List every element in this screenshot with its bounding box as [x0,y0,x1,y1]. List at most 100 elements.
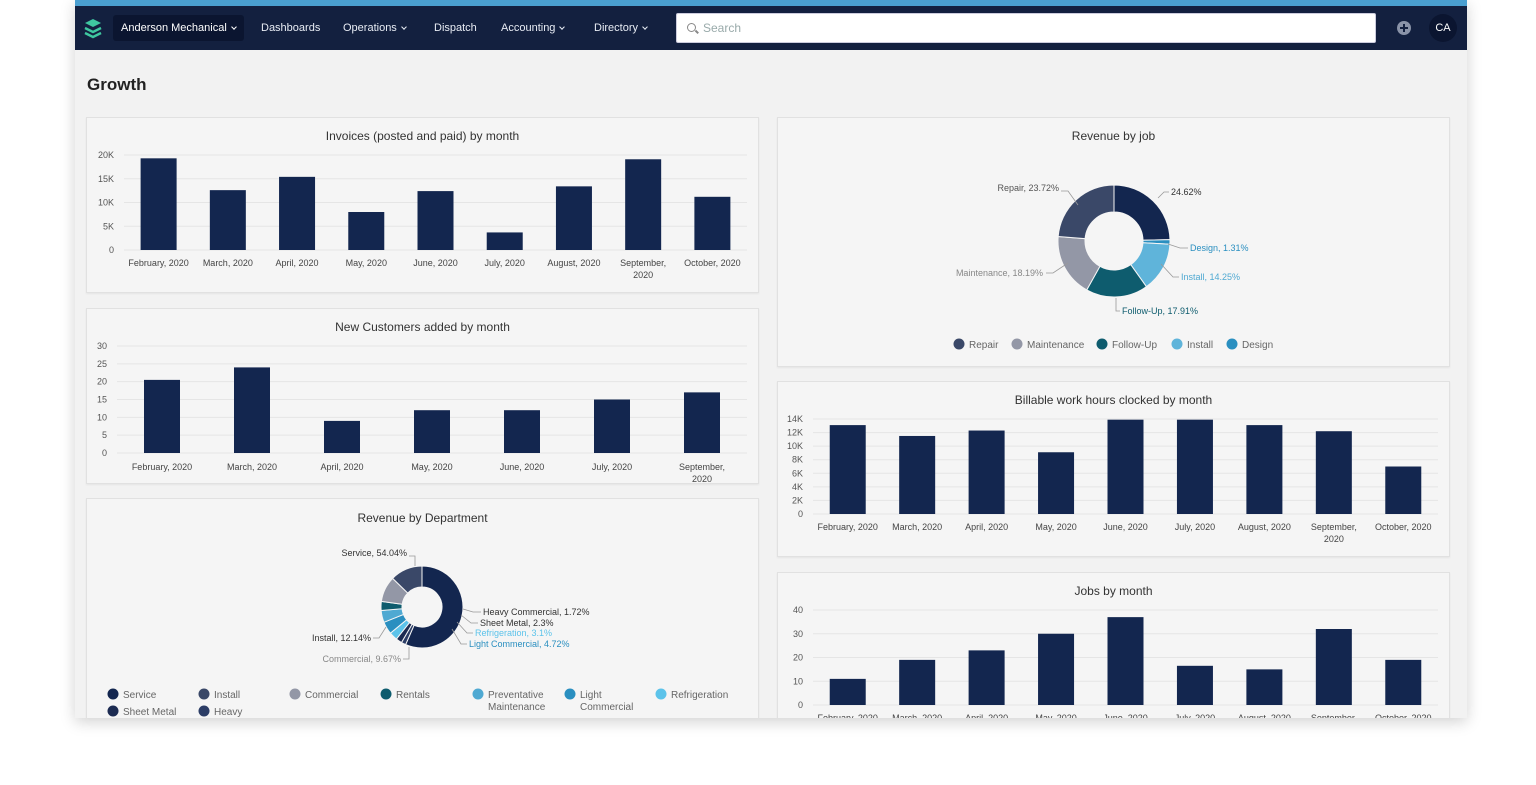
leader-line [1157,191,1169,199]
legend-swatch[interactable] [198,705,210,717]
bar[interactable] [829,425,866,514]
bar[interactable] [486,232,523,250]
legend-label[interactable]: Install [214,690,240,701]
nav-dispatch[interactable]: Dispatch [434,6,477,50]
bar[interactable] [684,392,720,453]
y-tick-label: 15 [97,395,107,405]
bar[interactable] [140,158,177,250]
bar[interactable] [968,650,1005,705]
legend-swatch[interactable] [380,688,392,700]
nav-directory-label: Directory [594,22,639,34]
y-tick-label: 14K [787,414,803,424]
bar[interactable] [324,420,360,453]
legend-swatch[interactable] [107,688,119,700]
top-navbar: Anderson Mechanical Dashboards Operation… [75,6,1467,50]
avatar[interactable]: CA [1429,14,1457,42]
legend-swatch[interactable] [1171,338,1183,350]
legend-swatch[interactable] [564,688,576,700]
bar[interactable] [1038,633,1075,705]
leader-line [1115,298,1120,312]
bar[interactable] [1038,452,1075,514]
slice-label: Repair, 23.72% [997,183,1059,193]
bar[interactable] [504,410,540,453]
app-logo-icon[interactable] [83,18,103,39]
x-tick-label: October, 2020 [684,258,741,268]
department-revenue-chart: Service, 54.04%Heavy Commercial, 1.72%Sh… [107,548,728,718]
nav-accounting[interactable]: Accounting [501,6,566,50]
add-icon[interactable] [1397,21,1411,35]
legend-label[interactable]: Install [1187,340,1213,351]
bar[interactable] [209,190,246,250]
bar[interactable] [1385,466,1422,515]
y-tick-label: 20 [793,653,803,663]
search-box[interactable] [676,13,1376,43]
legend-swatch[interactable] [1226,338,1238,350]
bar[interactable] [899,435,936,514]
legend-swatch[interactable] [198,688,210,700]
bar[interactable] [1176,665,1213,705]
bar[interactable] [414,410,450,453]
bar[interactable] [348,212,385,250]
bar[interactable] [1107,617,1144,705]
legend-swatch[interactable] [655,688,667,700]
customers-chart-title: New Customers added by month [335,320,510,334]
legend-swatch[interactable] [1096,338,1108,350]
slice-label: Refrigeration, 3.1% [475,628,552,638]
search-input[interactable] [703,14,1363,42]
legend-swatch[interactable] [107,705,119,717]
hours-chart: 0 2K 4K 6K 8K 10K 12K 14K February, 2020 March, 2… [787,414,1438,544]
legend-swatch[interactable] [1011,338,1023,350]
legend-label[interactable]: Sheet Metal [123,707,176,718]
leader-line [1046,262,1069,274]
bar[interactable] [279,176,316,250]
bar[interactable] [1176,419,1213,514]
bar[interactable] [555,186,592,250]
legend-swatch[interactable] [472,688,484,700]
bar[interactable] [968,430,1005,514]
legend-label[interactable]: Preventative Maintenance [488,690,546,713]
bar[interactable] [1246,669,1283,705]
x-tick-label: September, 2020 [620,258,666,280]
pie-slice[interactable] [1113,184,1171,241]
legend-label[interactable]: Service [123,690,157,701]
nav-directory[interactable]: Directory [594,6,648,50]
pie-slice[interactable] [1057,184,1115,240]
bar[interactable] [144,379,180,453]
bar[interactable] [1385,659,1422,705]
legend-label[interactable]: Light Commercial [580,690,633,713]
x-tick-label: February, 2020 [818,522,878,532]
bar[interactable] [694,196,731,250]
y-tick-label: 10 [793,676,803,686]
legend-swatch[interactable] [953,338,965,350]
legend-label[interactable]: Design [1242,340,1273,351]
bar[interactable] [1315,629,1352,705]
pie-slice[interactable] [391,565,423,594]
bar[interactable] [1246,425,1283,514]
legend-label[interactable]: Heavy [214,707,242,718]
bar[interactable] [1107,419,1144,514]
legend-label[interactable]: Commercial [305,690,358,701]
bar[interactable] [625,159,662,250]
jobs-chart-title: Jobs by month [1074,584,1153,598]
legend-label[interactable]: Rentals [396,690,430,701]
x-tick-label: May, 2020 [346,258,387,268]
legend-label[interactable]: Refrigeration [671,690,728,701]
company-switcher[interactable]: Anderson Mechanical [113,15,244,41]
bar[interactable] [829,678,866,705]
legend-swatch[interactable] [289,688,301,700]
bar[interactable] [899,659,936,705]
legend-label[interactable]: Maintenance [1027,340,1085,351]
leader-line [462,608,481,613]
legend-label[interactable]: Repair [969,340,999,351]
nav-operations[interactable]: Operations [343,6,407,50]
bar[interactable] [594,399,630,454]
bar[interactable] [1315,431,1352,514]
x-tick-label: March, 2020 [892,522,942,532]
nav-dashboards[interactable]: Dashboards [261,6,320,50]
x-tick-label: August, 2020 [1238,522,1291,532]
bar[interactable] [417,191,454,250]
bar[interactable] [234,367,270,453]
legend-label[interactable]: Follow-Up [1112,340,1157,351]
x-tick-label: April, 2020 [276,258,319,268]
pie-slice[interactable] [404,565,464,649]
